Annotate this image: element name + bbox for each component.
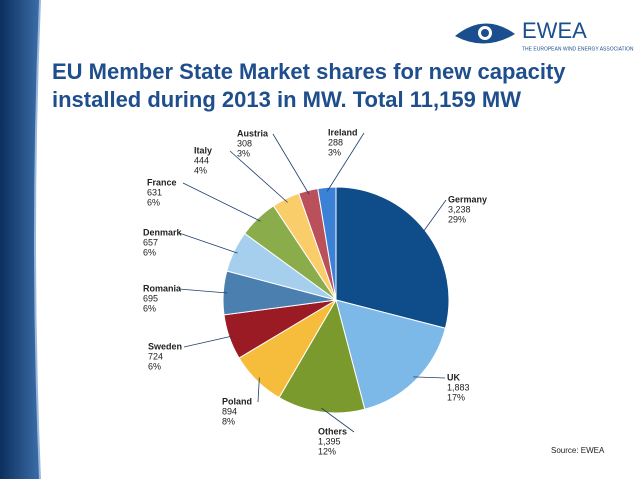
category-label: Romania [143, 283, 182, 293]
leader-line [182, 182, 261, 222]
percent-label: 3% [237, 148, 250, 158]
percent-label: 17% [447, 392, 465, 402]
leader-line [257, 377, 260, 403]
percent-label: 8% [222, 416, 235, 426]
leader-line [183, 335, 234, 348]
logo-tagline: THE EUROPEAN WIND ENERGY ASSOCIATION [522, 46, 634, 52]
value-label: 724 [148, 351, 163, 361]
leader-line [421, 199, 447, 234]
category-label: Others [318, 426, 347, 436]
pie-slice [335, 186, 450, 329]
percent-label: 6% [147, 197, 160, 207]
value-label: 1,395 [318, 436, 341, 446]
side-edge [34, 0, 41, 480]
pie-slice [317, 186, 337, 301]
value-label: 894 [222, 406, 237, 416]
logo-name: EWEA [522, 18, 587, 43]
percent-label: 4% [194, 165, 207, 175]
value-label: 444 [194, 155, 209, 165]
category-label: Poland [222, 396, 252, 406]
value-label: 3,238 [448, 204, 471, 214]
category-label: UK [447, 372, 460, 382]
pie-slice [278, 298, 366, 414]
leader-line [272, 133, 310, 195]
pie-slice [335, 299, 447, 410]
category-label: France [147, 177, 177, 187]
leader-line [229, 150, 288, 203]
percent-label: 29% [448, 214, 466, 224]
category-label: Austria [237, 128, 269, 138]
category-label: Germany [448, 194, 487, 204]
value-label: 1,883 [447, 382, 470, 392]
leader-line [178, 232, 238, 254]
title-box: EU Member State Market shares for new ca… [52, 59, 566, 112]
leader-line [321, 407, 355, 433]
percent-label: 3% [328, 147, 341, 157]
percent-label: 6% [143, 303, 156, 313]
percent-label: 12% [318, 446, 336, 456]
value-label: 695 [143, 293, 158, 303]
percent-label: 6% [148, 361, 161, 371]
logo: EWEA THE EUROPEAN WIND ENERGY ASSOCIATIO… [455, 18, 634, 52]
value-label: 657 [143, 237, 158, 247]
leader-line [413, 376, 446, 379]
leader-line [178, 288, 228, 294]
category-label: Ireland [328, 127, 358, 137]
source: Source: EWEA [551, 446, 605, 455]
value-label: 308 [237, 138, 252, 148]
leader-line [326, 132, 365, 192]
value-label: 288 [328, 137, 343, 147]
side-band [0, 0, 40, 479]
percent-label: 6% [143, 247, 156, 257]
chart-title: EU Member State Market shares for new ca… [52, 59, 566, 112]
logo-iris [481, 29, 489, 37]
category-label: Italy [194, 145, 212, 155]
category-label: Sweden [148, 341, 182, 351]
value-label: 631 [147, 187, 162, 197]
category-label: Denmark [143, 227, 183, 237]
